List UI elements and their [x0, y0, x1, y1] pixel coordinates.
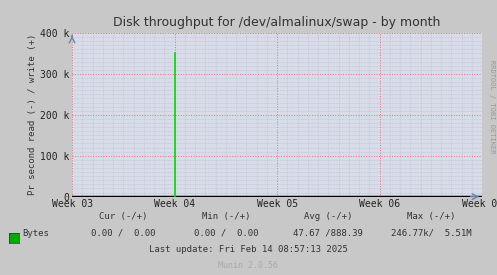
- Text: RRDTOOL / TOBI OETIKER: RRDTOOL / TOBI OETIKER: [489, 60, 495, 154]
- Text: 246.77k/  5.51M: 246.77k/ 5.51M: [391, 229, 471, 238]
- Y-axis label: Pr second read (-) / write (+): Pr second read (-) / write (+): [28, 34, 37, 196]
- Text: Min (-/+): Min (-/+): [202, 212, 250, 221]
- Title: Disk throughput for /dev/almalinux/swap - by month: Disk throughput for /dev/almalinux/swap …: [113, 16, 441, 29]
- Text: Avg (-/+): Avg (-/+): [304, 212, 352, 221]
- Text: Cur (-/+): Cur (-/+): [99, 212, 148, 221]
- Text: Max (-/+): Max (-/+): [407, 212, 455, 221]
- Text: Bytes: Bytes: [22, 229, 49, 238]
- Text: 0.00 /  0.00: 0.00 / 0.00: [193, 229, 258, 238]
- Text: 47.67 /888.39: 47.67 /888.39: [293, 229, 363, 238]
- Text: Munin 2.0.56: Munin 2.0.56: [219, 261, 278, 270]
- Text: 0.00 /  0.00: 0.00 / 0.00: [91, 229, 156, 238]
- Text: Last update: Fri Feb 14 08:57:13 2025: Last update: Fri Feb 14 08:57:13 2025: [149, 245, 348, 254]
